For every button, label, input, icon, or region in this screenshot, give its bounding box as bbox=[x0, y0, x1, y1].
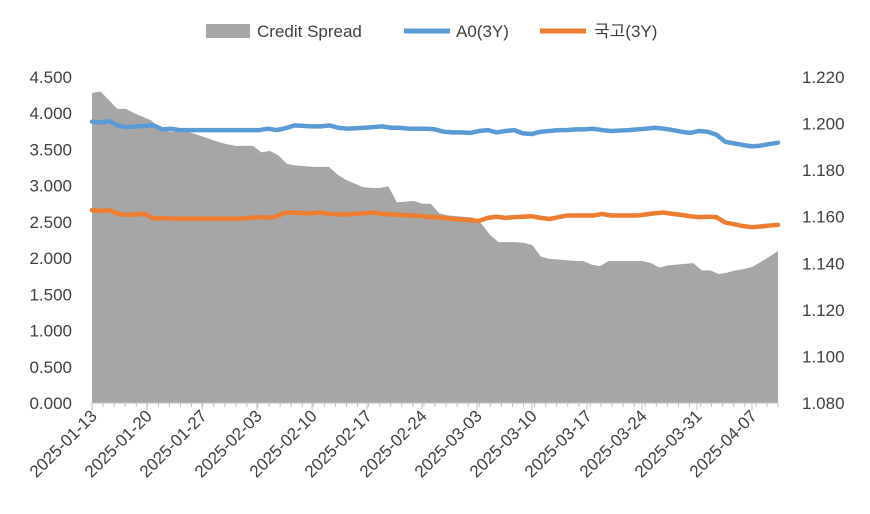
legend: Credit Spread A0(3Y) 국고(3Y) bbox=[206, 22, 657, 41]
y-right-tick-label: 1.100 bbox=[802, 347, 845, 366]
y-left-tick-label: 3.500 bbox=[29, 140, 72, 159]
y-left-tick-label: 1.000 bbox=[29, 322, 72, 341]
y-left-tick-label: 4.000 bbox=[29, 104, 72, 123]
y-right-tick-label: 1.180 bbox=[802, 161, 845, 180]
y-left-tick-label: 2.000 bbox=[29, 249, 72, 268]
y-left-tick-label: 4.500 bbox=[29, 68, 72, 87]
y-right-tick-label: 1.080 bbox=[802, 394, 845, 413]
y-right-tick-label: 1.160 bbox=[802, 208, 845, 227]
y-right-tick-label: 1.140 bbox=[802, 254, 845, 273]
series-area-credit-spread bbox=[92, 91, 778, 404]
y-right-tick-label: 1.200 bbox=[802, 115, 845, 134]
y-left-tick-label: 3.000 bbox=[29, 177, 72, 196]
plot-area bbox=[89, 91, 781, 404]
legend-label-credit-spread: Credit Spread bbox=[257, 22, 362, 41]
legend-label-treasury-3y: 국고(3Y) bbox=[594, 22, 657, 41]
legend-label-a0-3y: A0(3Y) bbox=[456, 22, 509, 41]
series-line-treasury-3y bbox=[89, 207, 781, 230]
y-left-tick-label: 0.000 bbox=[29, 394, 72, 413]
y-right-tick-label: 1.220 bbox=[802, 68, 845, 87]
y-left-tick-label: 0.500 bbox=[29, 358, 72, 377]
series-line-a0-3y bbox=[89, 118, 781, 149]
y-left-tick-label: 1.500 bbox=[29, 285, 72, 304]
y-left-tick-label: 2.500 bbox=[29, 213, 72, 232]
y-right-tick-label: 1.120 bbox=[802, 301, 845, 320]
legend-swatch-credit-spread bbox=[206, 24, 250, 38]
